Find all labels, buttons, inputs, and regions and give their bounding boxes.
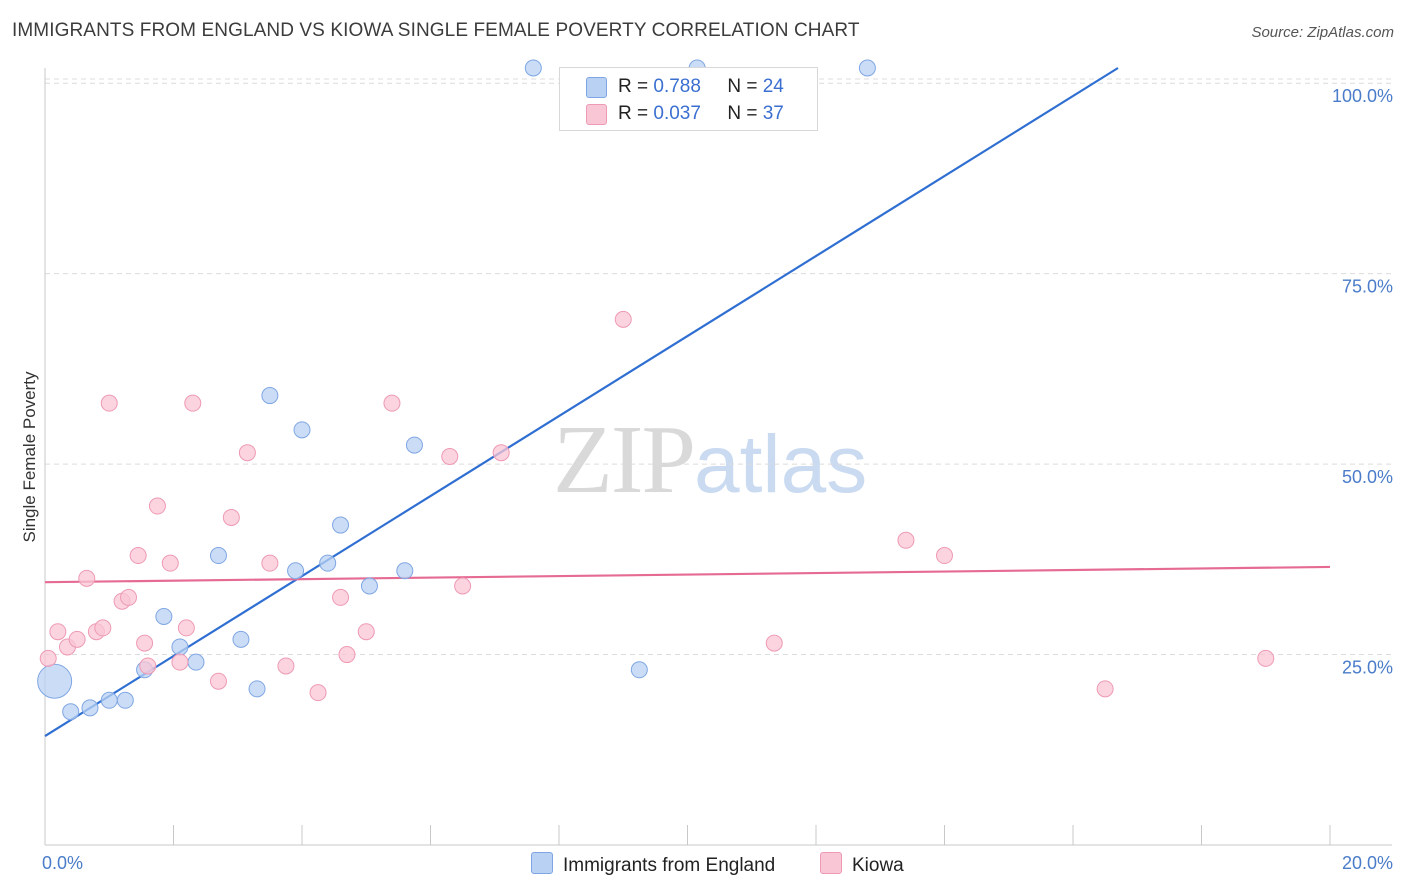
england-point — [62, 703, 80, 721]
kiowa-point — [238, 444, 256, 462]
watermark-zip: ZIP — [553, 406, 696, 514]
stats-legend: R = 0.788 N = 24 R = 0.037 N = 37 — [559, 67, 818, 131]
kiowa-point — [129, 547, 147, 565]
kiowa-point — [441, 448, 459, 465]
england-point — [858, 59, 876, 77]
bottom-legend-swatch-kiowa — [820, 852, 842, 874]
kiowa-point — [222, 508, 240, 526]
england-point — [293, 421, 311, 439]
kiowa-point — [171, 653, 189, 671]
chart-title: IMMIGRANTS FROM ENGLAND VS KIOWA SINGLE … — [12, 20, 860, 41]
kiowa-point — [492, 444, 510, 462]
legend-swatch-england — [586, 77, 607, 98]
legend-r-value-kiowa: 0.037 — [653, 103, 701, 124]
bottom-legend-england: Immigrants from England — [531, 852, 775, 877]
kiowa-point — [120, 588, 138, 606]
kiowa-point — [209, 672, 227, 690]
kiowa-point — [897, 531, 915, 549]
kiowa-point — [94, 619, 112, 637]
legend-r-label: R = — [618, 103, 649, 124]
y-tick-label: 75.0% — [1342, 277, 1393, 297]
kiowa-point — [338, 646, 356, 664]
legend-swatch-kiowa — [586, 104, 607, 125]
y-axis-title: Single Female Poverty — [20, 371, 39, 543]
y-tick-label: 100.0% — [1332, 86, 1393, 106]
england-point — [248, 680, 266, 698]
kiowa-point — [100, 394, 118, 412]
y-tick-label: 25.0% — [1342, 658, 1393, 678]
kiowa-point — [454, 577, 472, 595]
bottom-legend-label-kiowa: Kiowa — [852, 855, 904, 876]
england-point — [396, 562, 414, 580]
england-point — [37, 663, 73, 699]
legend-n-value-kiowa: 37 — [762, 103, 784, 124]
legend-r-label: R = — [618, 76, 649, 97]
legend-r-value-england: 0.788 — [653, 76, 701, 97]
kiowa-point — [1257, 649, 1275, 667]
england-point — [232, 630, 250, 648]
bottom-legend-label-england: Immigrants from England — [563, 855, 776, 876]
kiowa-point — [332, 588, 350, 606]
england-point — [155, 607, 173, 625]
kiowa-point — [1096, 680, 1114, 698]
kiowa-point — [261, 554, 279, 572]
data-points — [37, 59, 1275, 721]
kiowa-point — [277, 657, 295, 675]
legend-n-label: N = — [727, 103, 758, 124]
legend-n-label: N = — [727, 76, 758, 97]
england-point — [319, 554, 337, 572]
kiowa-point — [49, 623, 67, 641]
bottom-legend-swatch-england — [531, 852, 553, 874]
england-point — [209, 547, 227, 565]
legend-n-value-england: 24 — [762, 76, 784, 97]
kiowa-point — [139, 657, 157, 675]
tick-labels: 25.0% 50.0% 75.0% 100.0% 0.0% 20.0% — [42, 86, 1393, 873]
england-point — [524, 59, 542, 77]
england-point — [100, 691, 118, 709]
england-point — [187, 653, 205, 671]
kiowa-point — [39, 649, 57, 667]
bottom-legend-kiowa: Kiowa — [820, 852, 904, 877]
england-point — [405, 436, 423, 454]
england-point — [171, 638, 189, 656]
source-label: Source: ZipAtlas.com — [1251, 24, 1394, 41]
kiowa-point — [136, 634, 154, 652]
x-tick-label: 20.0% — [1342, 853, 1393, 873]
england-point — [360, 577, 378, 595]
kiowa-point — [78, 569, 96, 587]
england-point — [287, 562, 305, 580]
kiowa-point — [765, 634, 783, 652]
england-point — [81, 699, 99, 717]
england-trend-line — [44, 67, 1119, 738]
england-point — [261, 387, 279, 405]
kiowa-trend-line — [44, 565, 1331, 584]
kiowa-point — [614, 310, 632, 328]
axes — [44, 68, 1392, 846]
kiowa-point — [357, 623, 375, 641]
kiowa-point — [177, 619, 195, 637]
kiowa-point — [184, 394, 202, 412]
y-tick-label: 50.0% — [1342, 467, 1393, 487]
england-point — [630, 661, 648, 679]
kiowa-point — [161, 554, 179, 572]
kiowa-point — [309, 684, 327, 702]
kiowa-point — [936, 547, 953, 565]
england-point — [332, 516, 350, 534]
kiowa-point — [383, 394, 401, 412]
x-tick-label: 0.0% — [42, 853, 83, 873]
trend-lines — [44, 67, 1331, 738]
kiowa-point — [148, 497, 166, 515]
kiowa-point — [68, 630, 86, 648]
england-point — [116, 691, 134, 709]
